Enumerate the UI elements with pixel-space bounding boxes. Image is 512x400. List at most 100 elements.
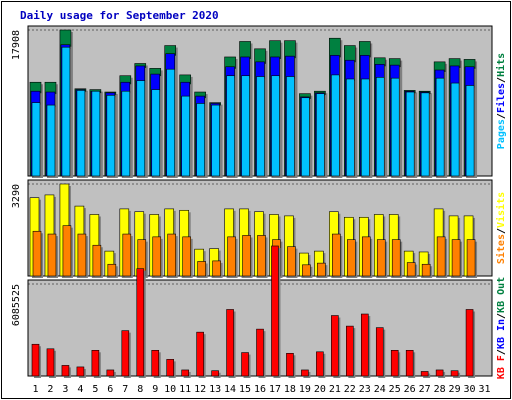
- bar-pages-day-4: [76, 90, 86, 177]
- x-tick-label-day-9: 9: [152, 384, 158, 395]
- bar-sites-day-25: [391, 239, 401, 277]
- bar-sites-day-21: [332, 233, 341, 277]
- bar-kbytes-day-8: [136, 268, 145, 377]
- x-tick-label-day-22: 22: [344, 384, 356, 395]
- x-tick-label-day-25: 25: [389, 384, 401, 395]
- bar-sites-day-19: [302, 264, 311, 277]
- bar-pages-day-13: [211, 104, 220, 177]
- bar-pages-day-12: [196, 103, 205, 177]
- bar-pages-day-14: [226, 75, 235, 177]
- x-tick-label-day-16: 16: [254, 384, 266, 395]
- bar-sites-day-6: [107, 263, 117, 277]
- panel-1-legend-text: Pages/Files/Hits: [495, 53, 507, 149]
- panel-2-legend: Sites/Visits: [495, 192, 507, 264]
- x-tick-label-day-17: 17: [269, 384, 281, 395]
- bar-sites-day-22: [347, 239, 356, 277]
- panel-2-ymax-label: 3290: [11, 184, 22, 208]
- bar-sites-day-18: [287, 246, 296, 277]
- bar-kbytes-day-15: [241, 352, 249, 377]
- x-tick-label-day-14: 14: [224, 384, 236, 395]
- bar-sites-day-3: [62, 225, 72, 277]
- bar-kbytes-day-27: [420, 371, 429, 377]
- legend-separator: /: [496, 113, 507, 119]
- panel-3-ymax-label: 6085525: [11, 284, 22, 326]
- bar-sites-day-15: [242, 235, 251, 277]
- x-tick-label-day-2: 2: [47, 384, 53, 395]
- bar-sites-day-11: [182, 236, 191, 277]
- bar-pages-day-23: [360, 78, 370, 177]
- panel-3-legend-text: KB F/KB In/KB Out: [496, 277, 507, 379]
- legend-files: Files: [495, 83, 507, 113]
- bar-pages-day-6: [106, 94, 116, 177]
- bar-kbytes-day-1: [31, 343, 40, 377]
- bar-sites-day-10: [167, 233, 177, 277]
- bar-pages-day-7: [121, 90, 131, 177]
- bar-kbytes-day-16: [256, 328, 264, 377]
- chart-title: Daily usage for September 2020: [20, 9, 219, 22]
- bar-pages-day-22: [346, 78, 355, 177]
- bar-kbytes-day-24: [375, 327, 384, 377]
- bar-sites-day-24: [376, 239, 386, 277]
- bar-sites-day-4: [77, 233, 87, 277]
- bar-pages-day-2: [46, 104, 56, 177]
- x-tick-label-day-20: 20: [314, 384, 326, 395]
- bar-kbytes-day-6: [106, 369, 115, 377]
- bar-pages-day-9: [151, 89, 161, 177]
- bar-sites-day-13: [212, 260, 221, 277]
- bar-pages-day-17: [271, 75, 280, 177]
- x-tick-label-day-11: 11: [179, 384, 191, 395]
- x-tick-label-day-21: 21: [329, 384, 341, 395]
- panel-3-legend: KB F/KB In/KB Out: [496, 277, 507, 379]
- bar-kbytes-day-7: [121, 330, 130, 377]
- bar-pages-day-18: [286, 76, 295, 177]
- legend-kb-out: KB Out: [496, 277, 507, 313]
- legend-kb-f: KB F: [496, 355, 507, 379]
- x-tick-label-day-31: 31: [478, 384, 490, 395]
- x-tick-label-day-19: 19: [299, 384, 311, 395]
- x-tick-label-day-4: 4: [77, 384, 83, 395]
- bar-kbytes-day-30: [465, 309, 474, 377]
- bar-pages-day-25: [390, 77, 400, 177]
- legend-separator: /: [496, 77, 507, 83]
- bar-kbytes-day-28: [435, 369, 444, 377]
- x-tick-label-day-28: 28: [434, 384, 446, 395]
- bar-pages-day-21: [331, 74, 340, 177]
- bar-sites-day-12: [197, 261, 206, 277]
- bar-pages-day-16: [256, 76, 265, 177]
- x-tick-label-day-10: 10: [164, 384, 176, 395]
- x-tick-label-day-7: 7: [122, 384, 128, 395]
- bar-pages-day-29: [450, 82, 460, 177]
- x-tick-label-day-15: 15: [239, 384, 251, 395]
- bar-pages-day-27: [420, 92, 430, 177]
- bar-sites-day-16: [257, 235, 266, 277]
- x-tick-label-day-29: 29: [449, 384, 461, 395]
- x-tick-label-day-13: 13: [209, 384, 221, 395]
- bar-kbytes-day-3: [61, 365, 70, 377]
- panel-1-ymax-label: 17908: [11, 30, 22, 60]
- legend-hits: Hits: [495, 53, 507, 77]
- bar-kbytes-day-25: [390, 349, 399, 377]
- legend-sites: Sites: [495, 234, 507, 264]
- bar-sites-day-7: [122, 233, 132, 277]
- bar-sites-day-9: [152, 236, 162, 277]
- bar-pages-day-1: [31, 102, 41, 177]
- bar-kbytes-day-11: [181, 369, 189, 377]
- bar-kbytes-day-19: [301, 369, 309, 377]
- bar-kbytes-day-2: [46, 348, 55, 377]
- bar-pages-day-30: [465, 85, 475, 177]
- bar-kbytes-day-20: [316, 351, 324, 377]
- bar-pages-day-8: [136, 80, 146, 177]
- bar-sites-day-28: [436, 236, 446, 277]
- x-tick-label-day-24: 24: [374, 384, 386, 395]
- legend-separator: /: [496, 349, 507, 355]
- bar-sites-day-1: [32, 230, 42, 277]
- bar-kbytes-day-22: [346, 325, 354, 377]
- bar-sites-day-26: [406, 262, 416, 277]
- bar-pages-day-3: [61, 46, 71, 177]
- bar-sites-day-2: [47, 233, 57, 277]
- panel-1-legend: Pages/Files/Hits: [495, 53, 507, 149]
- bar-pages-day-5: [91, 90, 101, 177]
- bar-kbytes-day-23: [360, 313, 369, 377]
- panel-2: 3290 Sites/Visits: [11, 179, 507, 278]
